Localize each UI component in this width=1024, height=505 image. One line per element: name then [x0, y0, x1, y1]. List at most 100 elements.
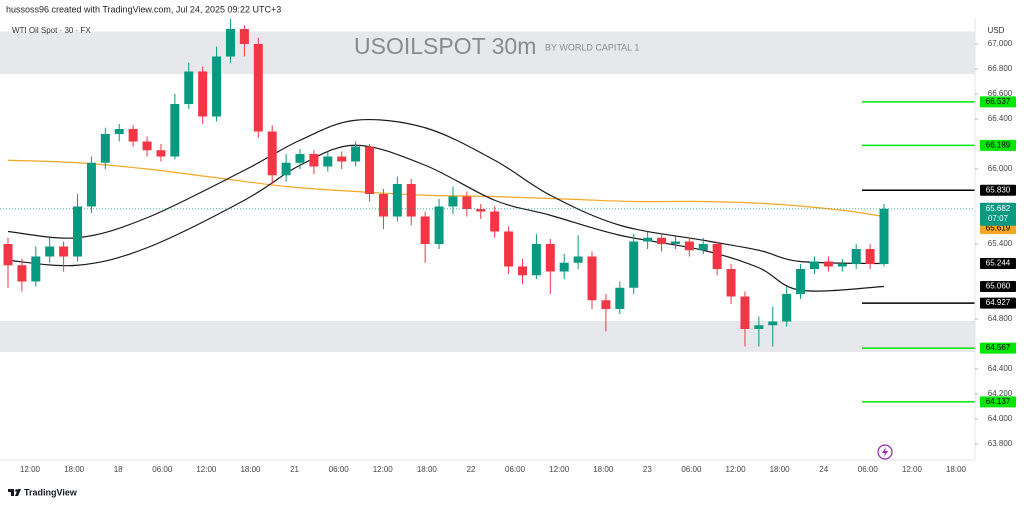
x-tick-label: 24: [819, 465, 828, 474]
chart-title: USOILSPOT 30m: [354, 33, 536, 59]
current-price-label: 65.682: [986, 204, 1011, 213]
x-tick-label: 18:00: [64, 465, 85, 474]
y-tick-label: 63.800: [988, 439, 1013, 448]
candle-body: [212, 56, 222, 117]
y-tick-label: 66.000: [988, 164, 1013, 173]
x-tick-label: 12:00: [726, 465, 747, 474]
x-tick-label: 12:00: [20, 465, 41, 474]
x-tick-label: 23: [643, 465, 652, 474]
price-label-box: [980, 396, 1016, 408]
price-label: 65.619: [986, 224, 1011, 233]
brand: TradingView: [24, 487, 78, 497]
candle-body: [754, 325, 764, 329]
price-label-box: [980, 139, 1016, 151]
candle-body: [629, 241, 639, 288]
candle-body: [378, 194, 388, 217]
candle-body: [170, 104, 180, 157]
candle-body: [531, 244, 541, 276]
candle-body: [643, 237, 653, 242]
candle-body: [253, 44, 263, 132]
x-tick-label: 06:00: [152, 465, 173, 474]
candle-body: [545, 244, 555, 272]
y-tick-label: 66.800: [988, 64, 1013, 73]
chart-subtitle: BY WORLD CAPITAL 1: [545, 42, 639, 52]
candle-body: [462, 196, 472, 209]
header: hussoss96 created with TradingView.com, …: [6, 4, 281, 14]
candle-body: [601, 300, 611, 309]
x-tick-label: 06:00: [681, 465, 702, 474]
candle-body: [768, 321, 778, 326]
candle-body: [837, 264, 847, 267]
alert-bolt: [882, 447, 888, 457]
alert-circle: [877, 444, 893, 460]
current-price-box: [980, 202, 1016, 226]
candle-body: [323, 156, 333, 167]
x-tick-label: 18:00: [417, 465, 438, 474]
x-tick-label: 06:00: [329, 465, 350, 474]
y-tick-label: 65.400: [988, 239, 1013, 248]
candle-body: [406, 184, 416, 217]
candle-body: [587, 256, 597, 301]
candle-body: [684, 241, 694, 251]
price-label: 65.830: [986, 185, 1011, 194]
alert-icon[interactable]: [877, 444, 893, 460]
candle-body: [657, 237, 667, 244]
candle-body: [45, 246, 55, 257]
candle-body: [476, 209, 486, 212]
candle-body: [712, 244, 722, 269]
brand-logo: [8, 489, 21, 496]
x-tick-label: 18:00: [240, 465, 261, 474]
moving-average: [7, 159, 885, 218]
y-tick-label: 64.000: [988, 414, 1013, 423]
y-tick-label: 64.400: [988, 364, 1013, 373]
y-tick-label: 64.800: [988, 314, 1013, 323]
zone: [0, 31, 975, 74]
price-label-box: [980, 223, 1016, 235]
x-tick-label: 12:00: [196, 465, 217, 474]
candle-body: [670, 241, 680, 244]
candle-body: [31, 256, 41, 282]
candle-body: [698, 244, 708, 251]
candle-body: [128, 129, 138, 142]
candle-body: [73, 206, 83, 257]
x-tick-label: 06:00: [505, 465, 526, 474]
candle-body: [851, 249, 861, 264]
candle-body: [184, 71, 194, 104]
candle-body: [267, 131, 277, 176]
candle-body: [796, 269, 806, 294]
zone: [0, 321, 975, 352]
price-label-box: [980, 342, 1016, 354]
price-label: 64.137: [986, 397, 1011, 406]
candle-body: [740, 296, 750, 329]
x-tick-label: 21: [290, 465, 299, 474]
candle-body: [337, 156, 347, 162]
x-tick-label: 12:00: [902, 465, 923, 474]
price-label: 66.189: [986, 140, 1011, 149]
price-label-box: [980, 258, 1016, 269]
candle-body: [392, 184, 402, 217]
x-tick-label: 22: [466, 465, 475, 474]
candle-body: [198, 71, 208, 117]
candle-body: [879, 208, 889, 264]
candle-body: [156, 150, 166, 157]
y-tick-label: 66.600: [988, 89, 1013, 98]
moving-average: [7, 144, 885, 292]
candle-body: [865, 249, 875, 264]
candle-body: [559, 262, 569, 272]
price-label-box: [980, 297, 1016, 309]
candle-body: [281, 162, 291, 176]
price-label: 65.244: [986, 259, 1011, 268]
price-axis: 67.000 66.800 66.600 66.400 66.000 65.400 64.8…: [975, 39, 1016, 448]
candle-body: [809, 261, 819, 269]
brand-dot: [15, 489, 18, 492]
y-tick-label: 67.000: [988, 39, 1013, 48]
candle-body: [420, 216, 430, 244]
candle-body: [504, 231, 514, 267]
candle-body: [17, 265, 27, 282]
candle-body: [114, 129, 124, 134]
candle-body: [309, 154, 319, 167]
candle-body: [517, 266, 527, 276]
x-tick-label: 18: [114, 465, 123, 474]
price-label-box: [980, 184, 1016, 196]
candle-body: [490, 211, 500, 232]
